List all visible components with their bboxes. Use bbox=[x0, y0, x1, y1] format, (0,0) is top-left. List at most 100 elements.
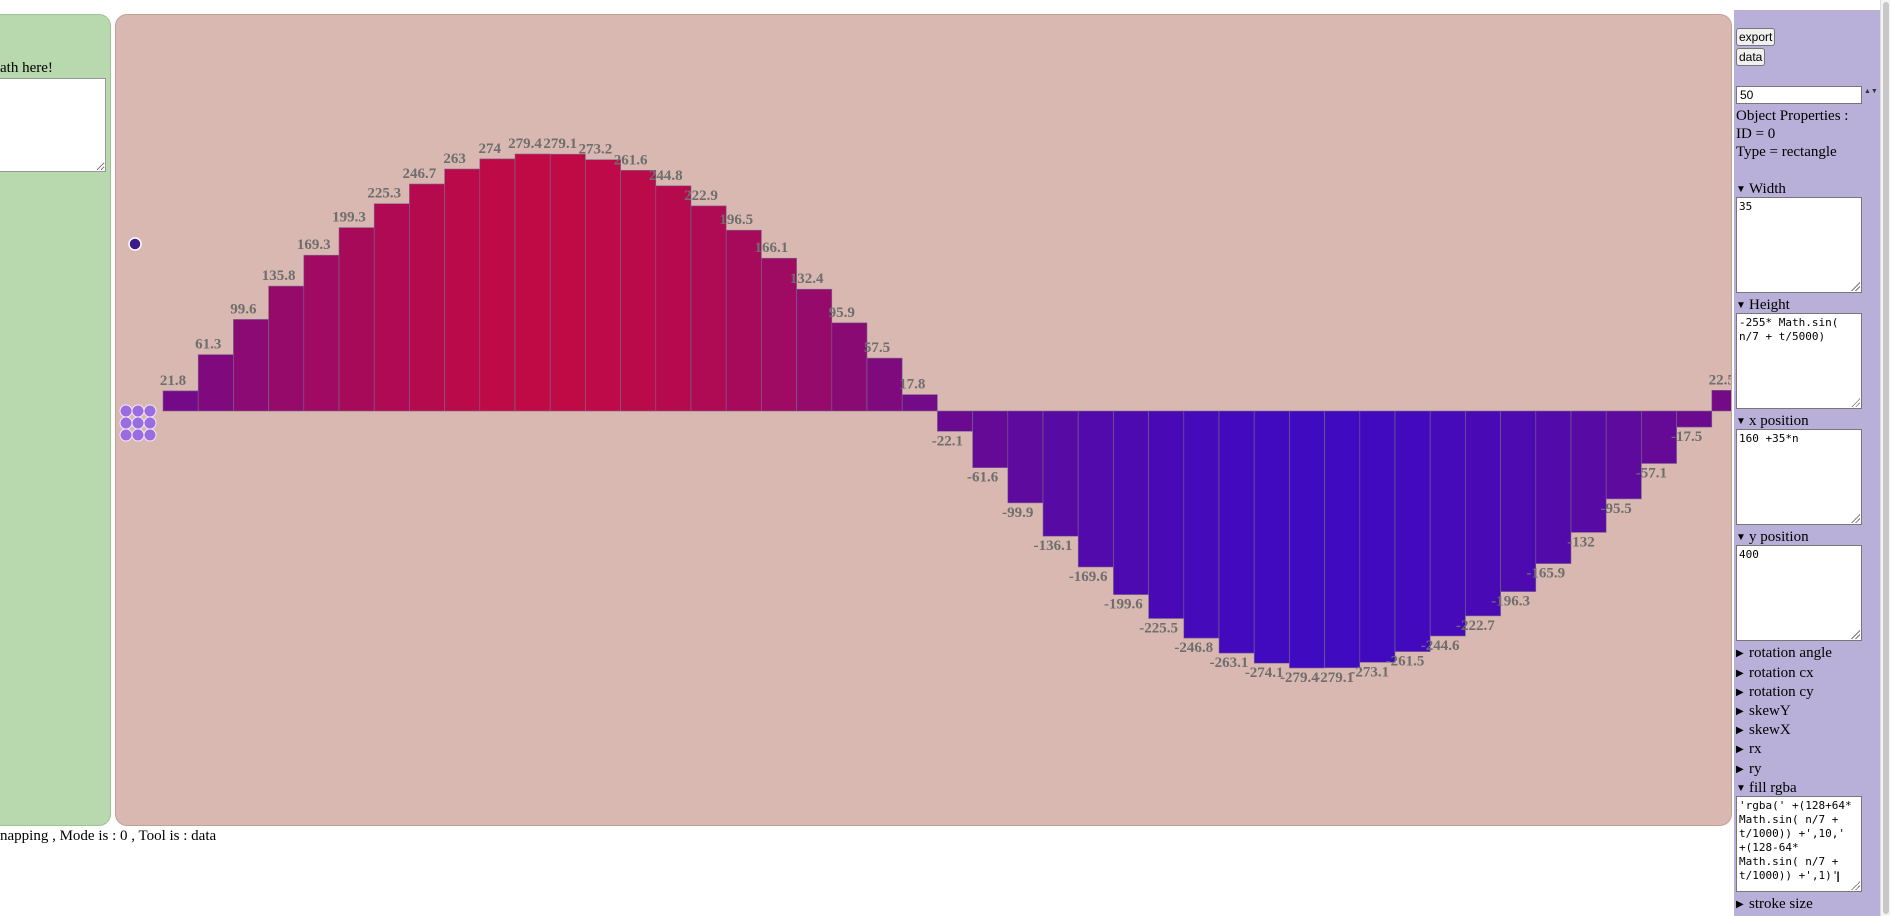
chart-bar[interactable] bbox=[1641, 410, 1677, 464]
chart-bar[interactable] bbox=[1042, 410, 1079, 537]
control-point-handle-icon[interactable] bbox=[131, 416, 145, 430]
chart-bar[interactable] bbox=[831, 322, 868, 412]
bar-value-label: 95.9 bbox=[829, 305, 855, 321]
bar-value-label: -132 bbox=[1567, 534, 1595, 550]
rotation-handle-icon[interactable] bbox=[128, 237, 142, 251]
section-toggle-rotation-cy[interactable]: ▶ rotation cy bbox=[1736, 684, 1814, 701]
chart-bar[interactable] bbox=[549, 153, 586, 412]
chart-bar[interactable] bbox=[1218, 410, 1255, 654]
bar-value-label: -95.5 bbox=[1601, 501, 1632, 517]
chart-bar[interactable] bbox=[937, 410, 973, 432]
math-input-textarea[interactable] bbox=[0, 78, 106, 172]
chart-bar[interactable] bbox=[233, 319, 269, 412]
chart-bar[interactable] bbox=[1289, 410, 1325, 669]
chart-bar[interactable] bbox=[1253, 410, 1290, 664]
chart-bar[interactable] bbox=[725, 229, 762, 412]
chart-bar[interactable] bbox=[690, 205, 727, 412]
y-position-textarea[interactable]: 400 bbox=[1736, 545, 1862, 641]
chart-bar[interactable] bbox=[1711, 389, 1732, 412]
chart-bar[interactable] bbox=[901, 394, 938, 412]
chart-bar[interactable] bbox=[514, 153, 551, 412]
control-point-handle-icon[interactable] bbox=[131, 428, 145, 442]
width-textarea[interactable]: 35 bbox=[1736, 197, 1862, 293]
section-toggle-width[interactable]: ▼ Width bbox=[1736, 181, 1786, 198]
control-point-handle-icon[interactable] bbox=[119, 416, 133, 430]
chart-bar[interactable] bbox=[1429, 410, 1466, 637]
bar-value-label: -244.6 bbox=[1421, 638, 1460, 654]
chart-bar[interactable] bbox=[1077, 410, 1114, 568]
bar-value-label: 246.7 bbox=[403, 166, 437, 182]
bar-value-label: 169.3 bbox=[297, 237, 331, 253]
chart-bar[interactable] bbox=[761, 257, 797, 412]
resize-grip-icon[interactable] bbox=[1850, 629, 1860, 639]
resize-grip-icon[interactable] bbox=[1850, 397, 1860, 407]
resize-grip-icon[interactable] bbox=[1850, 281, 1860, 291]
control-point-handle-icon[interactable] bbox=[131, 404, 145, 418]
resize-grip-icon[interactable] bbox=[1850, 513, 1860, 523]
chart-bar[interactable] bbox=[620, 170, 657, 412]
section-toggle-x-position[interactable]: ▼ x position bbox=[1736, 413, 1809, 430]
resize-grip-icon[interactable] bbox=[1850, 880, 1860, 890]
chart-bar[interactable] bbox=[338, 227, 375, 412]
chart-bar[interactable] bbox=[1465, 410, 1501, 617]
object-count-input[interactable] bbox=[1736, 86, 1862, 104]
control-point-handle-icon[interactable] bbox=[119, 404, 133, 418]
control-point-handle-icon[interactable] bbox=[143, 428, 157, 442]
spin-arrows-icon[interactable]: ▲▼ bbox=[1864, 87, 1878, 95]
collapsed-triangle-icon: ▶ bbox=[1736, 648, 1744, 659]
page-scrollbar[interactable] bbox=[1880, 0, 1890, 916]
chart-bar[interactable] bbox=[1535, 410, 1572, 564]
section-toggle-ry[interactable]: ▶ ry bbox=[1736, 761, 1762, 778]
chart-bar[interactable] bbox=[409, 183, 445, 412]
bar-value-label: -165.9 bbox=[1526, 566, 1565, 582]
section-label: rx bbox=[1749, 741, 1762, 757]
chart-bar[interactable] bbox=[1605, 410, 1642, 500]
chart-bar[interactable] bbox=[1324, 410, 1361, 669]
chart-bar[interactable] bbox=[1148, 410, 1185, 619]
control-point-handle-icon[interactable] bbox=[143, 404, 157, 418]
control-point-handle-icon[interactable] bbox=[143, 416, 157, 430]
section-label: x position bbox=[1749, 413, 1809, 429]
data-button[interactable]: data bbox=[1736, 48, 1766, 66]
chart-bar[interactable] bbox=[1676, 410, 1713, 428]
height-textarea[interactable]: -255* Math.sin( n/7 + t/5000) bbox=[1736, 313, 1862, 409]
chart-bar[interactable] bbox=[1570, 410, 1607, 533]
chart-bar[interactable] bbox=[972, 410, 1009, 469]
bar-value-label: -225.5 bbox=[1139, 621, 1178, 637]
chart-bar[interactable] bbox=[1113, 410, 1149, 595]
section-toggle-stroke-size[interactable]: ▶ stroke size bbox=[1736, 896, 1813, 913]
section-toggle-rx[interactable]: ▶ rx bbox=[1736, 741, 1762, 758]
bar-value-label: 135.8 bbox=[262, 268, 296, 284]
chart-bar[interactable] bbox=[444, 168, 481, 412]
chart-bar[interactable] bbox=[1183, 410, 1220, 639]
chart-bar[interactable] bbox=[162, 390, 199, 412]
section-toggle-fill-rgba[interactable]: ▼ fill rgba bbox=[1736, 780, 1797, 797]
chart-bar[interactable] bbox=[373, 203, 410, 412]
section-toggle-rotation-angle[interactable]: ▶ rotation angle bbox=[1736, 645, 1832, 662]
chart-bar[interactable] bbox=[303, 254, 340, 412]
export-button[interactable]: export bbox=[1736, 28, 1776, 46]
section-toggle-skewy[interactable]: ▶ skewY bbox=[1736, 703, 1791, 720]
section-toggle-skewx[interactable]: ▶ skewX bbox=[1736, 722, 1791, 739]
chart-bar[interactable] bbox=[1394, 410, 1431, 652]
chart-bar[interactable] bbox=[796, 288, 833, 412]
collapsed-triangle-icon: ▶ bbox=[1736, 725, 1744, 736]
chart-bar[interactable] bbox=[1500, 410, 1537, 592]
scrollbar-thumb[interactable] bbox=[1883, 2, 1889, 914]
chart-bar[interactable] bbox=[1007, 410, 1044, 504]
chart-bar[interactable] bbox=[866, 357, 903, 412]
chart-bar[interactable] bbox=[655, 185, 692, 412]
section-toggle-height[interactable]: ▼ Height bbox=[1736, 297, 1790, 314]
chart-bar[interactable] bbox=[268, 285, 305, 412]
chart-bar[interactable] bbox=[197, 354, 234, 412]
chart-bar[interactable] bbox=[479, 158, 516, 412]
section-toggle-y-position[interactable]: ▼ y position bbox=[1736, 529, 1809, 546]
x-position-textarea[interactable]: 160 +35*n bbox=[1736, 429, 1862, 525]
section-toggle-rotation-cx[interactable]: ▶ rotation cx bbox=[1736, 665, 1814, 682]
chart-bar[interactable] bbox=[1359, 410, 1396, 663]
drawing-canvas[interactable]: 21.8 61.3 99.6 135.8 169.3 199.3 225.3 246.7 263… bbox=[115, 14, 1732, 826]
chart-bar[interactable] bbox=[585, 159, 621, 412]
fill-rgba-textarea[interactable]: 'rgba(' +(128+64* Math.sin( n/7 + t/1000… bbox=[1736, 796, 1862, 892]
control-point-handle-icon[interactable] bbox=[119, 428, 133, 442]
